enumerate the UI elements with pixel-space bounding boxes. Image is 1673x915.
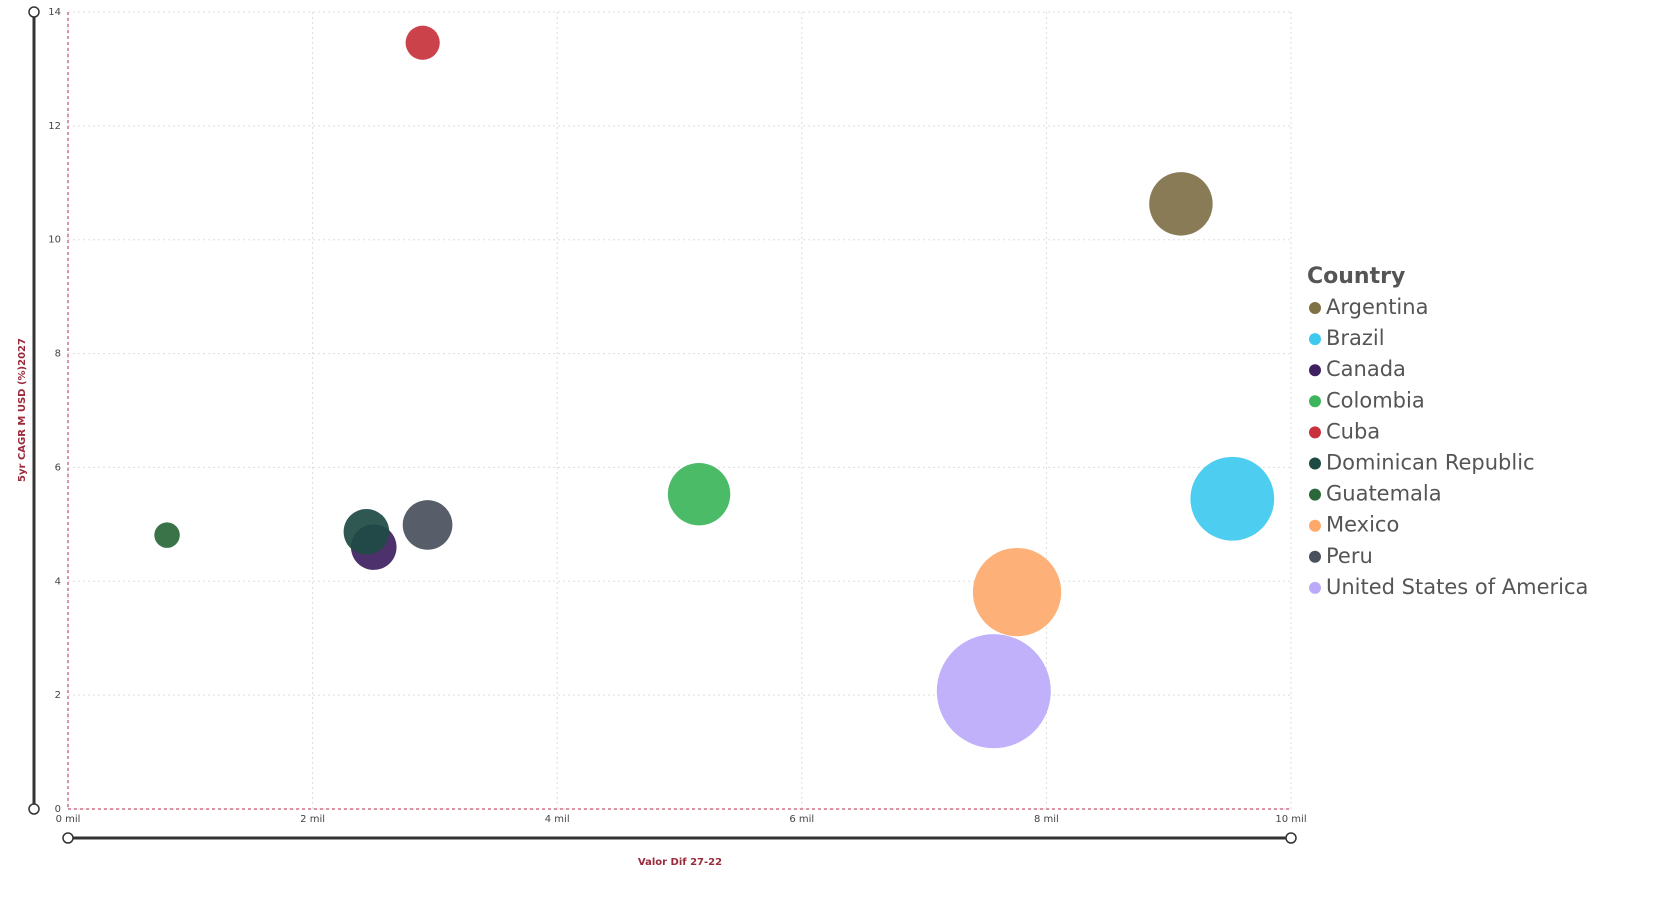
bubble xyxy=(936,634,1051,749)
y-slider-handle[interactable] xyxy=(28,803,40,815)
y-axis-title: 5yr CAGR M USD (%)2027 xyxy=(17,338,28,482)
legend-label: Brazil xyxy=(1326,326,1385,350)
bubble xyxy=(405,25,440,60)
legend-marker xyxy=(1309,488,1321,501)
bubble xyxy=(667,462,731,526)
y-tick-label: 12 xyxy=(48,121,61,132)
bubble xyxy=(343,508,390,555)
legend-marker xyxy=(1309,550,1321,563)
legend-marker xyxy=(1309,457,1321,470)
y-tick-label: 8 xyxy=(55,349,61,360)
legend-marker xyxy=(1309,581,1321,594)
bubble xyxy=(972,547,1062,637)
x-axis-title: Valor Dif 27-22 xyxy=(638,857,722,868)
x-tick-label: 4 mil xyxy=(545,814,570,825)
y-tick-label: 10 xyxy=(48,235,61,246)
y-slider-handle[interactable] xyxy=(28,6,40,18)
legend-marker xyxy=(1309,519,1321,532)
x-tick-label: 10 mil xyxy=(1275,814,1306,825)
x-tick-label: 8 mil xyxy=(1034,814,1059,825)
x-slider-handle[interactable] xyxy=(1285,832,1297,844)
legend-label: Guatemala xyxy=(1326,482,1442,506)
y-tick-label: 4 xyxy=(55,576,61,587)
legend-label: Colombia xyxy=(1326,388,1425,412)
legend-label: Mexico xyxy=(1326,513,1399,537)
y-tick-label: 2 xyxy=(55,690,61,701)
y-tick-label: 14 xyxy=(48,7,61,18)
legend-marker xyxy=(1309,426,1321,439)
x-slider-handle[interactable] xyxy=(62,832,74,844)
legend-title: Country xyxy=(1307,264,1405,289)
x-tick-label: 0 mil xyxy=(56,814,81,825)
bubble xyxy=(154,522,180,548)
x-tick-label: 2 mil xyxy=(300,814,325,825)
bubble xyxy=(1149,172,1213,236)
bubble xyxy=(402,500,453,550)
legend-label: Canada xyxy=(1326,357,1406,381)
legend-marker xyxy=(1309,333,1321,346)
legend-marker xyxy=(1309,364,1321,377)
legend-label: Argentina xyxy=(1326,295,1428,319)
y-tick-label: 0 xyxy=(55,804,61,815)
legend-label: United States of America xyxy=(1326,575,1588,599)
x-tick-label: 6 mil xyxy=(789,814,814,825)
legend-marker xyxy=(1309,302,1321,314)
legend-marker xyxy=(1309,395,1321,408)
bubble xyxy=(1190,456,1275,541)
legend-label: Cuba xyxy=(1326,419,1380,443)
legend-label: Peru xyxy=(1326,544,1373,568)
y-tick-label: 6 xyxy=(55,462,61,473)
legend-label: Dominican Republic xyxy=(1326,451,1535,475)
